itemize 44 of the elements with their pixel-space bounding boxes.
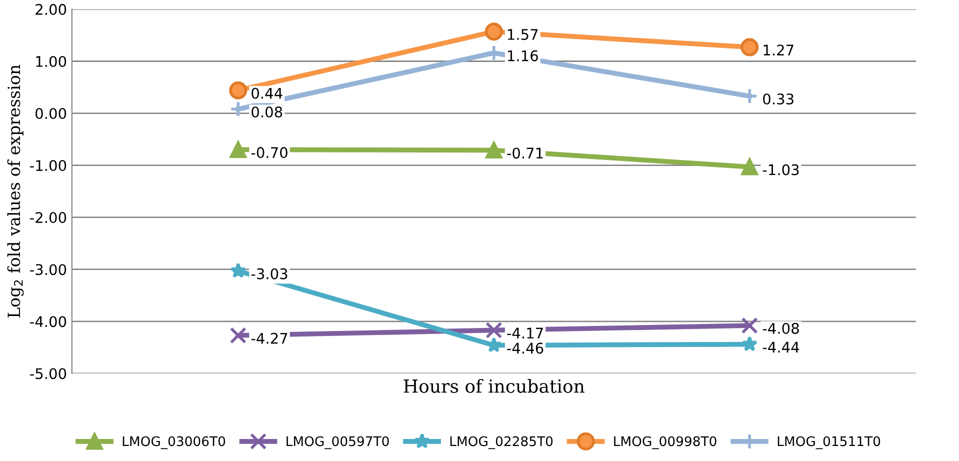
legend-label: LMOG_00998T0 <box>614 436 716 450</box>
legend-label: LMOG_01511T0 <box>778 436 880 450</box>
y-tick-label: -3.00 <box>30 264 66 276</box>
point <box>229 81 248 100</box>
data-label: -4.27 <box>251 332 288 344</box>
point <box>741 317 758 334</box>
legend-label: LMOG_03006T0 <box>122 436 226 450</box>
y-tick-label: -1.00 <box>30 160 66 172</box>
data-label: -0.70 <box>251 147 288 158</box>
data-label: -4.17 <box>507 328 543 338</box>
point <box>741 158 758 176</box>
point <box>741 88 758 104</box>
y-tick-label: 2.00 <box>36 4 66 15</box>
point <box>230 327 246 344</box>
point <box>742 336 758 352</box>
point <box>486 322 502 339</box>
point <box>230 262 246 278</box>
y-tick-label: -2.00 <box>30 212 66 224</box>
y-tick-label: -5.00 <box>30 368 66 380</box>
point <box>230 100 246 118</box>
data-label: -0.71 <box>507 148 543 159</box>
y-tick-label: -4.00 <box>30 316 66 328</box>
point <box>486 44 502 62</box>
legend-label: LMOG_00597T0 <box>286 436 389 450</box>
data-label: -4.08 <box>762 322 799 334</box>
point <box>230 141 246 158</box>
data-label: -4.44 <box>762 342 800 352</box>
data-label: 0.44 <box>252 88 282 99</box>
data-label: -1.03 <box>762 164 799 176</box>
data-label: 0.33 <box>763 93 794 105</box>
y-axis-title: Log$_{2}$ fold values of expression <box>7 64 24 318</box>
data-label: 1.27 <box>764 44 794 56</box>
data-label: 0.08 <box>252 106 282 118</box>
point <box>484 22 503 41</box>
data-label: 1.57 <box>508 29 538 40</box>
y-tick-label: 0.00 <box>36 108 66 120</box>
y-tick-label: 1.00 <box>36 56 66 67</box>
legend-label: LMOG_02285T0 <box>450 436 553 450</box>
data-label: -4.46 <box>507 342 544 354</box>
point <box>740 38 759 56</box>
data-label: 1.16 <box>508 50 538 62</box>
point <box>486 142 502 159</box>
data-label: -3.03 <box>251 268 288 280</box>
x-axis-title: Hours of incubation <box>404 378 584 393</box>
